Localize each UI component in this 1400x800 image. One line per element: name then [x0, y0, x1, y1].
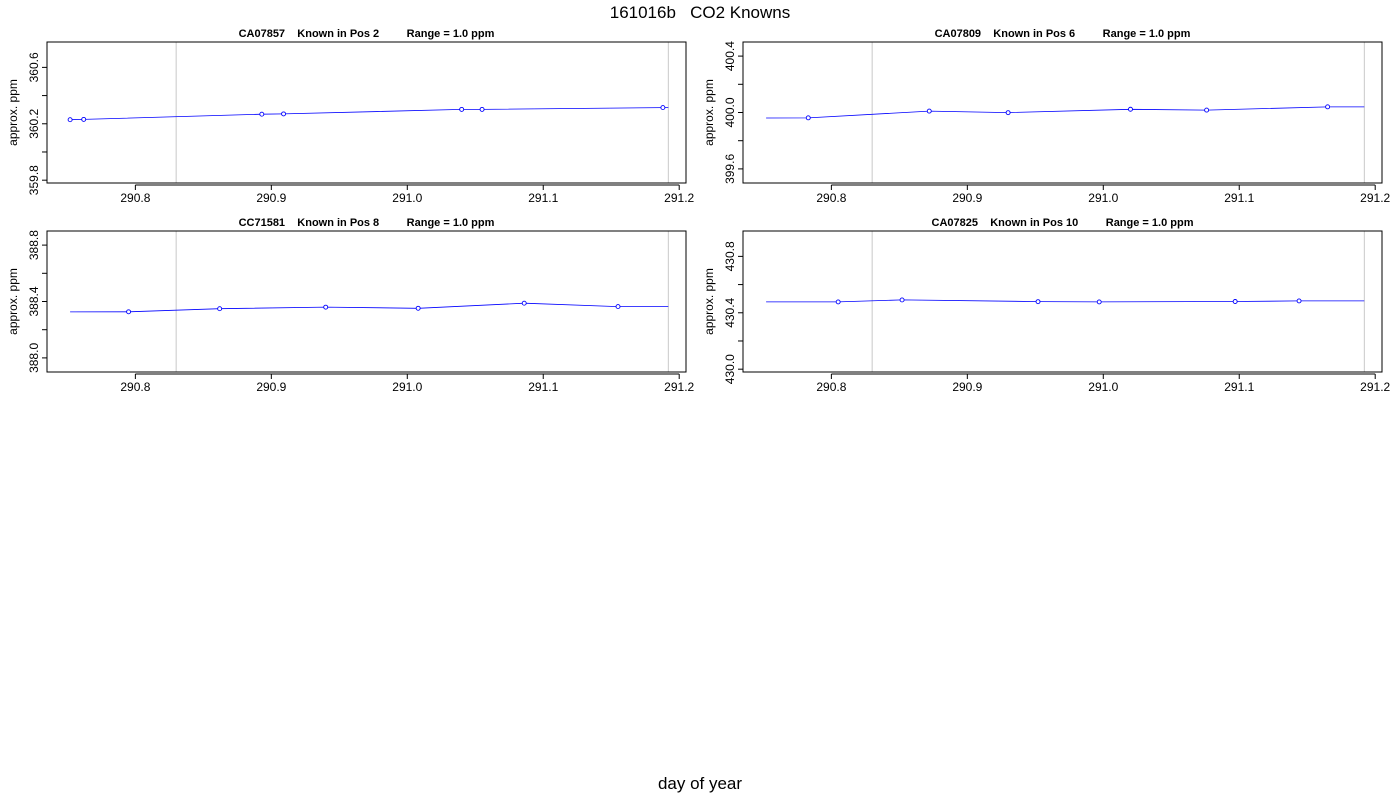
- data-point: [1128, 106, 1133, 112]
- x-tick-label: 290.8: [120, 191, 150, 205]
- data-point: [323, 304, 329, 310]
- data-point: [415, 305, 421, 311]
- x-tick-label: 291.2: [664, 191, 694, 205]
- data-point: [926, 108, 932, 114]
- x-tick-label: 291.1: [1224, 191, 1254, 205]
- data-point: [660, 105, 666, 111]
- x-tick-label: 291.1: [528, 380, 558, 394]
- chart-title: CC71581 Known in Pos 8 Range = 1.0 ppm: [239, 217, 495, 229]
- data-point: [1005, 110, 1011, 116]
- data-point: [479, 106, 485, 112]
- chart-title: CA07809 Known in Pos 6 Range = 1.0 ppm: [935, 28, 1191, 40]
- x-tick-label: 290.8: [120, 380, 150, 394]
- x-tick-label: 291.0: [392, 380, 422, 394]
- x-tick-label: 290.8: [816, 380, 846, 394]
- y-tick-label: 399.6: [723, 154, 737, 184]
- x-tick-label: 291.1: [1224, 380, 1254, 394]
- chart-panel-2: CA07809 Known in Pos 6 Range = 1.0 ppm 29…: [702, 28, 1391, 205]
- data-point: [126, 309, 132, 315]
- y-tick-label: 430.8: [723, 241, 737, 271]
- data-point: [899, 297, 905, 303]
- data-point: [1096, 299, 1102, 305]
- plot-frame: [46, 230, 687, 373]
- data-point: [259, 111, 265, 117]
- data-point: [835, 299, 841, 305]
- x-tick-label: 290.9: [952, 191, 982, 205]
- data-point: [67, 117, 73, 123]
- series-line: [70, 302, 669, 313]
- y-tick-label: 388.0: [27, 343, 41, 373]
- y-tick-label: 360.6: [27, 52, 41, 82]
- chart-title: CA07857 Known in Pos 2 Range = 1.0 ppm: [239, 28, 495, 40]
- chart-panel-3: CC71581 Known in Pos 8 Range = 1.0 ppm 29…: [6, 217, 695, 394]
- x-tick-label: 291.1: [528, 191, 558, 205]
- plot-frame: [742, 230, 1383, 373]
- data-point: [459, 106, 465, 112]
- y-tick-label: 388.4: [27, 286, 41, 316]
- x-tick-label: 290.9: [256, 191, 286, 205]
- data-point: [1035, 299, 1041, 305]
- data-point: [1296, 298, 1302, 304]
- x-tick-label: 291.2: [1360, 380, 1390, 394]
- x-tick-label: 291.2: [664, 380, 694, 394]
- page-title: 161016b CO2 Knowns: [609, 3, 791, 22]
- data-point: [1232, 299, 1238, 304]
- x-tick-label: 291.0: [392, 191, 422, 205]
- y-tick-label: 388.8: [27, 230, 41, 260]
- y-axis-label: approx. ppm: [702, 79, 716, 146]
- plot-frame: [46, 41, 687, 184]
- y-tick-label: 430.4: [723, 297, 737, 327]
- y-tick-label: 360.2: [27, 108, 41, 138]
- series-line: [70, 107, 669, 121]
- data-point: [81, 116, 87, 122]
- y-axis-label: approx. ppm: [6, 79, 20, 146]
- x-tick-label: 291.2: [1360, 191, 1390, 205]
- data-point: [805, 115, 811, 121]
- chart-panel-4: CA07825 Known in Pos 10 Range = 1.0 ppm 2…: [702, 217, 1391, 394]
- chart-panel-1: CA07857 Known in Pos 2 Range = 1.0 ppm 29…: [6, 28, 695, 205]
- data-point: [615, 304, 621, 310]
- y-tick-label: 400.4: [723, 41, 737, 71]
- data-point: [217, 306, 223, 312]
- y-tick-label: 430.0: [723, 354, 737, 384]
- data-point: [281, 111, 287, 117]
- x-tick-label: 290.9: [952, 380, 982, 394]
- chart-title: CA07825 Known in Pos 10 Range = 1.0 ppm: [932, 217, 1194, 229]
- y-tick-label: 400.0: [723, 97, 737, 127]
- data-point: [521, 300, 527, 306]
- series-line: [766, 106, 1365, 119]
- data-point: [1204, 107, 1210, 113]
- y-tick-label: 359.8: [27, 165, 41, 195]
- series-line: [766, 299, 1365, 303]
- page-xlabel: day of year: [657, 774, 743, 793]
- plot-frame: [742, 41, 1383, 184]
- x-tick-label: 291.0: [1088, 191, 1118, 205]
- x-tick-label: 291.0: [1088, 380, 1118, 394]
- data-point: [1325, 104, 1331, 110]
- x-tick-label: 290.9: [256, 380, 286, 394]
- x-tick-label: 290.8: [816, 191, 846, 205]
- y-axis-label: approx. ppm: [702, 268, 716, 335]
- y-axis-label: approx. ppm: [6, 268, 20, 335]
